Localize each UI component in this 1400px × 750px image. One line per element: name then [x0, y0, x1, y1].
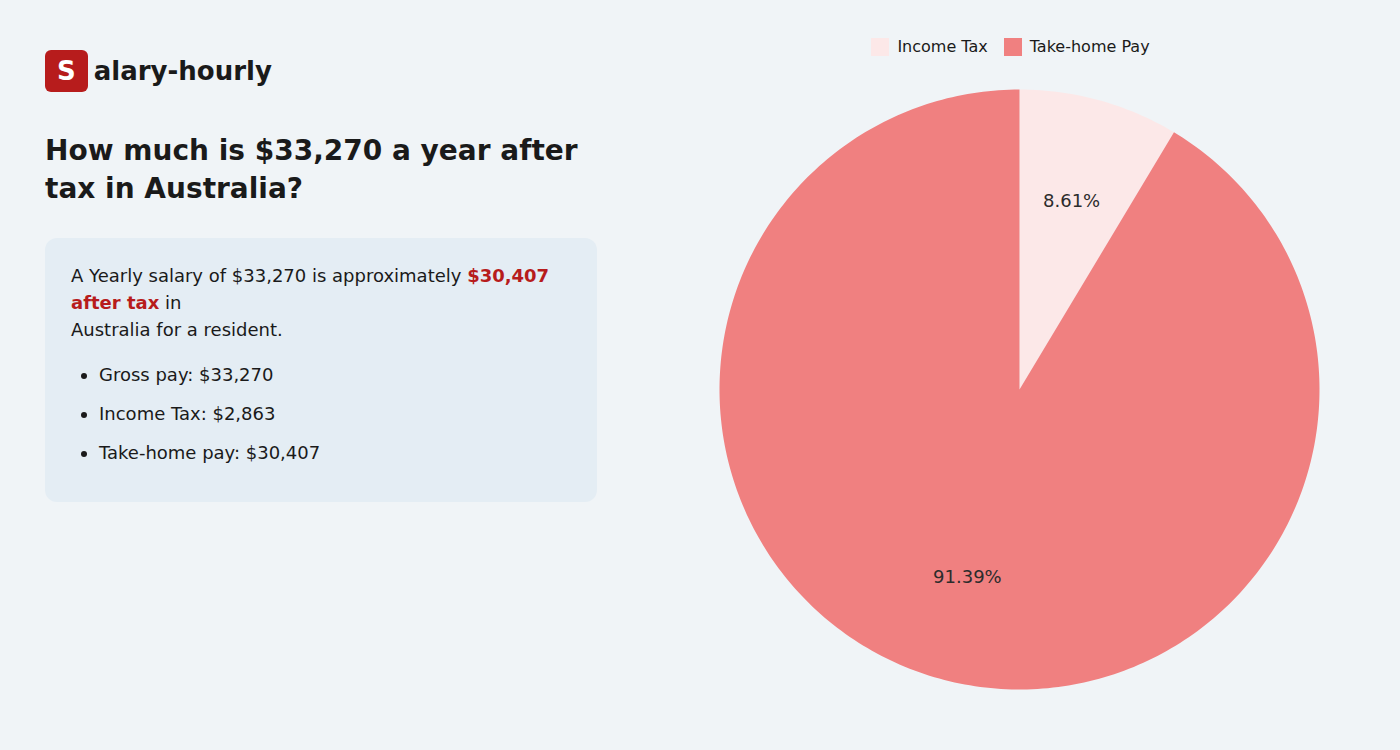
html-text:alary-hourly: alary-hourly — [93, 56, 272, 86]
html-text:Gross pay: $33,270: Gross pay: $33,270 — [99, 363, 274, 385]
html-text:S: S — [57, 56, 76, 86]
html-text:Take-home Pay: Take-home Pay — [1029, 37, 1150, 56]
svg-text:8.61%: 8.61% — [1043, 190, 1100, 211]
html-text:How much is $33,270 a year aft: How much is $33,270 a year after tax in … — [45, 134, 578, 205]
html-text:Income Tax: Income Tax — [897, 37, 988, 56]
html-text:A Yearly salary of $33,270 is: A Yearly salary of $33,270 is approximat… — [71, 264, 550, 313]
html-text:Income Tax: $2,863: Income Tax: $2,863 — [99, 402, 276, 424]
html-text:Australia for a resident.: Australia for a resident. — [71, 318, 283, 340]
html-text:Take-home pay: $30,407: Take-home pay: $30,407 — [99, 441, 321, 463]
svg-text:91.39%: 91.39% — [933, 566, 1002, 587]
